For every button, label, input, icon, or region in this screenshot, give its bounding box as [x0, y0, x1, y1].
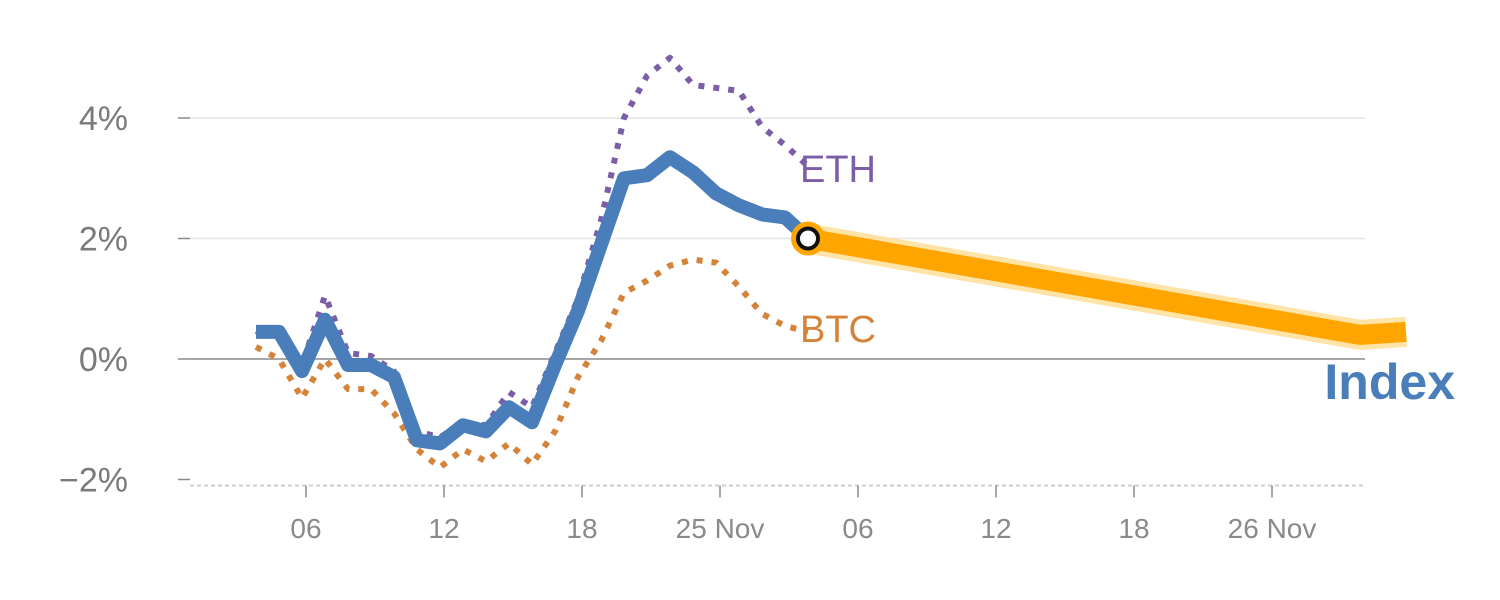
series-layer [254, 54, 1407, 471]
y-tick-label: 2% [79, 221, 128, 259]
x-tick-label: 18 [566, 513, 597, 544]
axis-layer: 4% 2% 0% −2% 06 12 18 25 Nov 06 12 18 26 Nov [59, 100, 1316, 544]
y-tick-label: 0% [79, 341, 128, 379]
y-tick-label: −2% [59, 462, 128, 500]
marker-point [796, 226, 820, 251]
series-label-eth: ETH [800, 149, 876, 191]
series-label-index: Index [1324, 354, 1455, 410]
x-tick-label: 06 [290, 513, 321, 544]
forecast-line [806, 228, 1407, 345]
series-line-btc [254, 256, 809, 471]
x-tick-label: 06 [842, 513, 873, 544]
grid-layer [190, 117, 1365, 487]
series-line-index [256, 150, 813, 451]
x-tick-label: 25 Nov [676, 513, 765, 544]
series-line-eth [254, 54, 811, 441]
label-layer: ETH BTC Index [800, 149, 1455, 410]
series-label-btc: BTC [800, 309, 876, 351]
y-tick-label: 4% [79, 100, 128, 138]
x-tick-label: 26 Nov [1228, 513, 1317, 544]
x-tick-label: 18 [1118, 513, 1149, 544]
x-tick-label: 12 [980, 513, 1011, 544]
x-tick-label: 12 [428, 513, 459, 544]
